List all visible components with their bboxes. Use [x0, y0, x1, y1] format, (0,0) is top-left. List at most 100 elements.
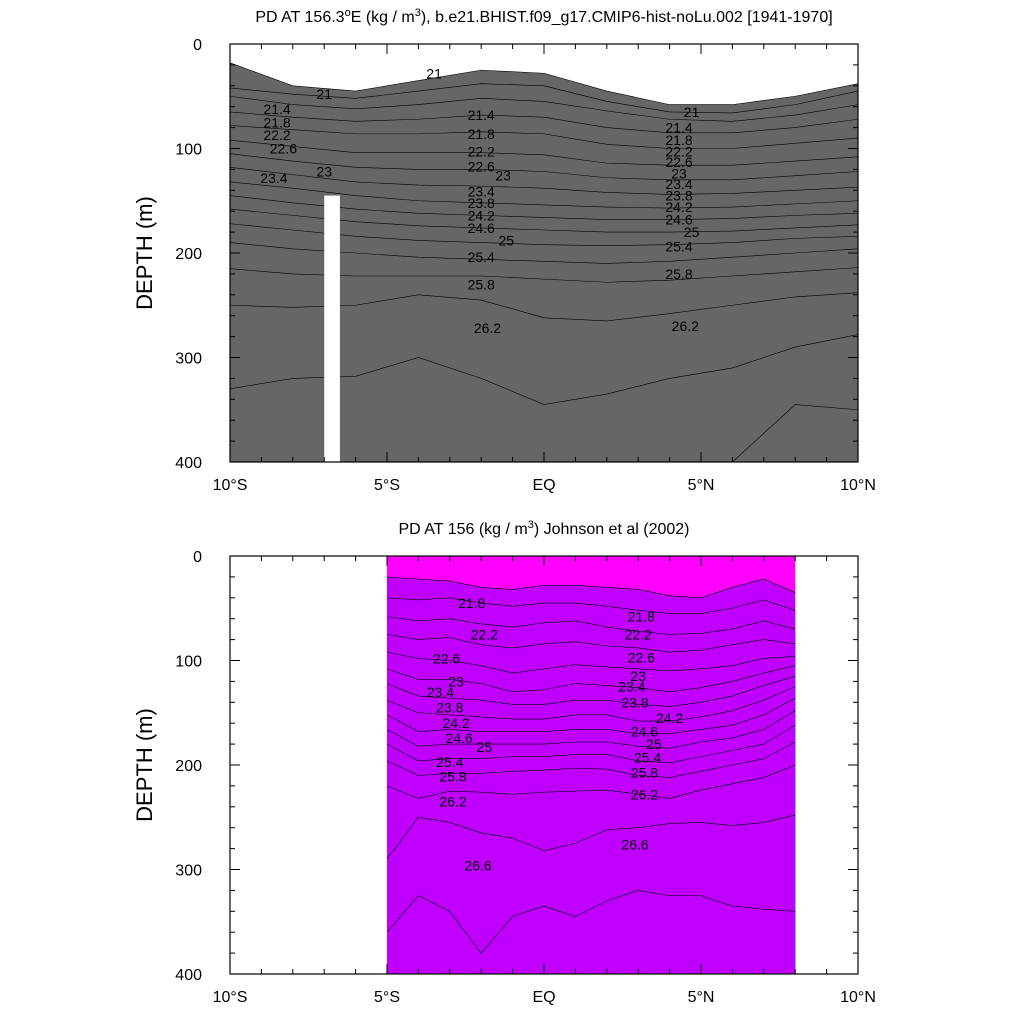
contour-label: 21 — [426, 65, 442, 81]
contour-line — [230, 83, 858, 114]
y-axis-label: DEPTH (m) — [132, 196, 157, 310]
contour-label: 25.8 — [439, 768, 466, 784]
contour-line — [230, 153, 858, 181]
x-tick-label: 10°N — [840, 477, 876, 494]
x-tick-label: EQ — [532, 989, 555, 1006]
y-tick-label: 300 — [175, 863, 202, 880]
contour-label: 22.6 — [270, 141, 297, 157]
contour-line — [386, 741, 796, 778]
x-tick-label: 10°N — [840, 989, 876, 1006]
contour-label: 22.6 — [433, 650, 460, 666]
contour-line — [386, 597, 796, 614]
y-tick-label: 0 — [193, 37, 202, 54]
contour-label: 22.2 — [665, 144, 692, 160]
contour-label: 26.2 — [439, 794, 466, 810]
contour-label: 21.4 — [468, 107, 495, 123]
contour-label: 24.6 — [631, 724, 658, 740]
contour-label: 25.8 — [468, 276, 495, 292]
y-tick-label: 300 — [175, 351, 202, 368]
contour-line — [386, 576, 796, 599]
contour-label: 22.6 — [665, 154, 692, 170]
contour-line — [386, 710, 796, 749]
contour-label: 25 — [477, 739, 493, 755]
contour-label: 26.6 — [621, 836, 648, 852]
x-tick-label: 5°N — [688, 989, 715, 1006]
contour-label: 21.8 — [665, 132, 692, 148]
y-tick-label: 200 — [175, 246, 202, 263]
contour-line — [230, 139, 858, 166]
contour-label: 22.2 — [468, 144, 495, 160]
contour-label: 23 — [671, 166, 687, 182]
contour-label: 23.4 — [665, 176, 692, 192]
y-tick-label: 400 — [175, 455, 202, 472]
contour-line — [230, 62, 858, 105]
missing-data-strip — [324, 195, 340, 462]
y-tick-label: 200 — [175, 758, 202, 775]
contour-label: 23.4 — [427, 684, 454, 700]
contour-label: 23.8 — [621, 694, 648, 710]
contour-line — [230, 125, 858, 149]
contour-band — [387, 556, 796, 598]
contour-label: 23 — [630, 668, 646, 684]
contour-label: 23 — [448, 673, 464, 689]
y-tick-label: 100 — [175, 142, 202, 159]
chart-title: PD AT 156.3oE (kg / m3), b.e21.BHIST.f09… — [255, 7, 832, 26]
contour-label: 21.8 — [458, 595, 485, 611]
x-tick-label: 5°S — [374, 989, 400, 1006]
contour-label: 26.2 — [631, 786, 658, 802]
contour-label: 24.6 — [665, 212, 692, 228]
contour-line — [386, 686, 796, 722]
contour-label: 23.8 — [665, 188, 692, 204]
contour-label: 26.6 — [464, 857, 491, 873]
contour-line — [230, 95, 858, 122]
y-axis-label: DEPTH (m) — [132, 708, 157, 822]
contour-label: 23.4 — [618, 679, 645, 695]
contour-label: 26.2 — [672, 318, 699, 334]
x-tick-label: 10°S — [213, 477, 248, 494]
contour-label: 24.2 — [442, 715, 469, 731]
contour-label: 26.2 — [474, 320, 501, 336]
contour-label: 23 — [316, 163, 332, 179]
contour-label: 22.6 — [628, 649, 655, 665]
contour-label: 24.2 — [468, 207, 495, 223]
contour-label: 23.8 — [436, 700, 463, 716]
contour-line — [386, 665, 796, 693]
contour-label: 21.4 — [665, 120, 692, 136]
y-tick-label: 100 — [175, 654, 202, 671]
contour-label: 25.4 — [436, 754, 463, 770]
x-tick-label: 10°S — [213, 989, 248, 1006]
contour-line — [386, 616, 796, 635]
contour-label: 25.4 — [468, 249, 495, 265]
contour-line — [230, 111, 858, 134]
contour-line — [386, 634, 796, 653]
contour-label: 24.6 — [446, 730, 473, 746]
contour-label: 21.8 — [628, 609, 655, 625]
contour-band — [230, 62, 858, 462]
contour-label: 22.2 — [625, 626, 652, 642]
x-tick-label: 5°S — [374, 477, 400, 494]
contour-label: 25.8 — [631, 764, 658, 780]
x-tick-label: 5°N — [688, 477, 715, 494]
x-tick-label: EQ — [532, 477, 555, 494]
contour-line — [386, 725, 796, 764]
contour-label: 23.8 — [468, 195, 495, 211]
contour-label: 22.2 — [263, 127, 290, 143]
contour-label: 25.8 — [665, 266, 692, 282]
contour-label: 23.4 — [260, 170, 287, 186]
contour-label: 21 — [684, 104, 700, 120]
y-tick-label: 400 — [175, 967, 202, 984]
contour-label: 25.4 — [665, 239, 692, 255]
contour-label: 25.4 — [634, 750, 661, 766]
chart-title: PD AT 156 (kg / m3) Johnson et al (2002) — [398, 519, 689, 538]
contour-label: 24.6 — [468, 220, 495, 236]
contour-label: 24.2 — [656, 710, 683, 726]
contour-label: 21.8 — [468, 126, 495, 142]
contour-line — [386, 697, 796, 734]
contour-line — [230, 404, 858, 462]
contour-label: 21.8 — [263, 114, 290, 130]
